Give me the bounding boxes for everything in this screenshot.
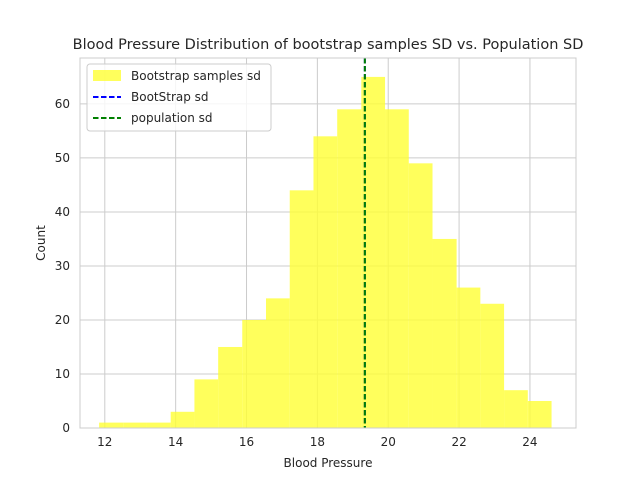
histogram-bar: [170, 411, 195, 428]
histogram-bars: [99, 76, 552, 429]
x-tick-label: 12: [97, 435, 112, 449]
histogram-bar: [408, 163, 433, 428]
histogram-bar: [504, 390, 528, 428]
histogram-bar: [385, 109, 409, 428]
histogram-bar: [313, 136, 338, 428]
histogram-bar: [337, 109, 362, 428]
histogram-bar: [361, 76, 386, 429]
chart-title: Blood Pressure Distribution of bootstrap…: [73, 37, 584, 53]
y-tick-label: 40: [55, 205, 70, 219]
legend-swatch-bootstrap: [93, 70, 121, 81]
x-tick-label: 24: [522, 435, 537, 449]
y-tick-label: 30: [55, 259, 70, 273]
legend-label-population-sd: population sd: [131, 111, 213, 125]
histogram-bar: [99, 422, 124, 428]
histogram-bar: [218, 346, 243, 428]
y-tick-label: 60: [55, 97, 70, 111]
histogram-bar: [146, 422, 171, 428]
histogram-bar: [480, 303, 505, 428]
histogram-bar: [289, 190, 314, 428]
y-tick-label: 20: [55, 313, 70, 327]
histogram-bar: [123, 422, 147, 428]
x-tick-label: 16: [239, 435, 254, 449]
y-axis-label: Count: [34, 225, 48, 261]
legend-label-bootstrap-sd: BootStrap sd: [131, 90, 209, 104]
y-axis-ticks: 0 10 20 30 40 50 60: [55, 97, 70, 435]
y-tick-label: 0: [62, 421, 70, 435]
x-axis-label: Blood Pressure: [284, 456, 373, 470]
x-axis-ticks: 12 14 16 18 20 22 24: [97, 435, 537, 449]
x-tick-label: 20: [381, 435, 396, 449]
y-tick-label: 10: [55, 367, 70, 381]
x-tick-label: 14: [168, 435, 183, 449]
legend-frame: [86, 63, 272, 132]
histogram-bar: [456, 287, 481, 428]
x-tick-label: 18: [310, 435, 325, 449]
y-tick-label: 50: [55, 151, 70, 165]
histogram-bar: [432, 238, 457, 428]
legend: Bootstrap samples sd BootStrap sd popula…: [86, 63, 272, 132]
plot-frame: [79, 57, 577, 429]
histogram-bar: [527, 400, 552, 428]
histogram-bar: [194, 379, 219, 428]
x-tick-label: 22: [451, 435, 466, 449]
histogram-bar: [242, 319, 266, 428]
histogram-bar: [266, 298, 290, 428]
legend-label-bootstrap: Bootstrap samples sd: [131, 69, 261, 83]
